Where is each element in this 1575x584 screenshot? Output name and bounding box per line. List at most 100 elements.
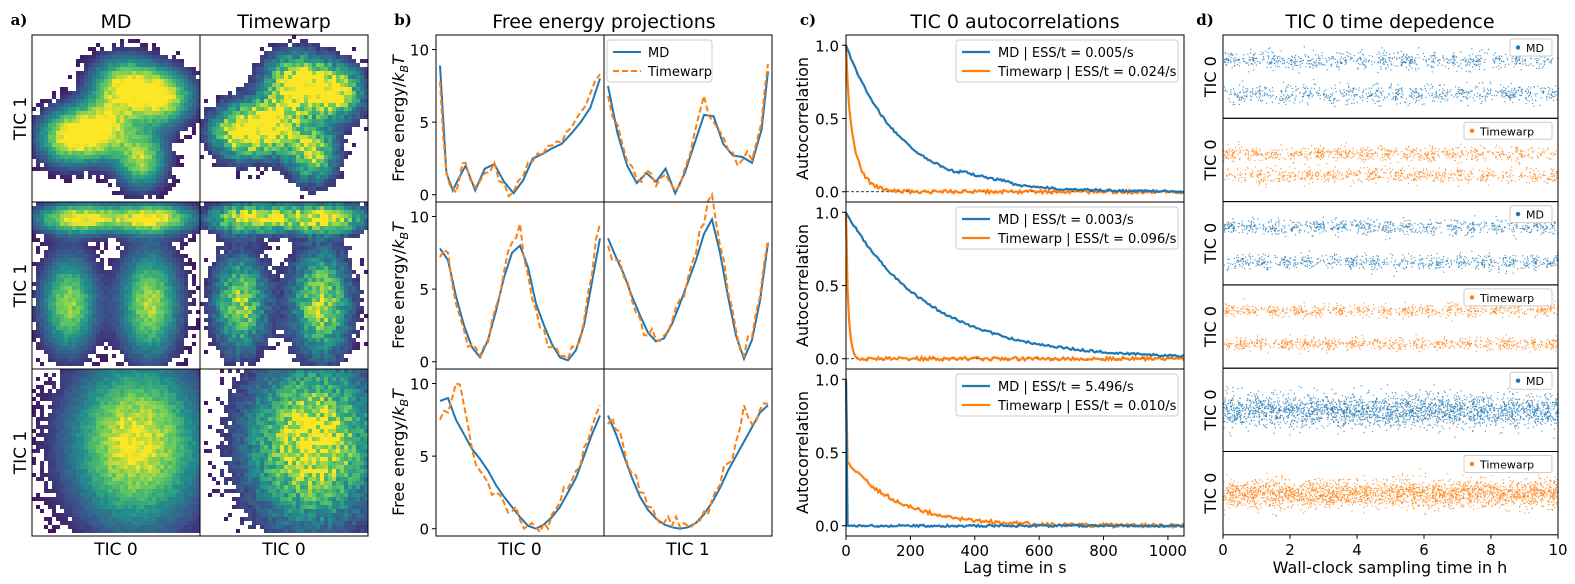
heatmap-bin — [52, 163, 56, 167]
heatmap-bin — [164, 334, 168, 338]
heatmap-bin — [288, 346, 292, 350]
heatmap-bin — [340, 127, 344, 131]
heatmap-bin — [132, 314, 136, 318]
heatmap-bin — [136, 278, 140, 282]
heatmap-bin — [36, 167, 40, 171]
heatmap-bin — [136, 362, 140, 366]
heatmap-bin — [296, 250, 300, 254]
heatmap-bin — [68, 230, 72, 234]
heatmap-bin — [96, 75, 100, 79]
heatmap-bin — [328, 234, 332, 238]
heatmap-bin — [180, 59, 184, 63]
heatmap-bin — [124, 175, 128, 179]
heatmap-bin — [40, 127, 44, 131]
heatmap-bin — [76, 107, 80, 111]
heatmap-bin — [96, 83, 100, 87]
heatmap-bin — [136, 314, 140, 318]
heatmap-bin — [316, 107, 320, 111]
heatmap-bin — [364, 111, 368, 115]
heatmap-bin — [220, 262, 224, 266]
heatmap-bin — [136, 127, 140, 131]
heatmap-bin — [152, 191, 156, 195]
heatmap-bin — [208, 131, 212, 135]
heatmap-bin — [128, 155, 132, 159]
heatmap-bin — [196, 310, 200, 314]
heatmap-bin — [204, 135, 208, 139]
heatmap-bin — [76, 334, 80, 338]
heatmap-bin — [252, 254, 256, 258]
heatmap-bin — [152, 266, 156, 270]
heatmap-bin — [76, 338, 80, 342]
heatmap-bin — [264, 87, 268, 91]
heatmap-bin — [192, 226, 196, 230]
heatmap-bin — [140, 187, 144, 191]
heatmap-bin — [168, 310, 172, 314]
heatmap-bin — [180, 282, 184, 286]
heatmap-bin — [68, 242, 72, 246]
heatmap-bin — [224, 314, 228, 318]
heatmap-bin — [328, 214, 332, 218]
heatmap-bin — [208, 274, 212, 278]
heatmap-bin — [128, 342, 132, 346]
heatmap-bin — [280, 127, 284, 131]
heatmap-bin — [40, 278, 44, 282]
heatmap-bin — [124, 83, 128, 87]
heatmap-bin — [48, 202, 52, 206]
heatmap-bin — [168, 350, 172, 354]
heatmap-bin — [280, 306, 284, 310]
heatmap-bin — [264, 314, 268, 318]
heatmap-bin — [180, 107, 184, 111]
heatmap-bin — [212, 111, 216, 115]
heatmap-bin — [228, 298, 232, 302]
heatmap-bin — [300, 314, 304, 318]
heatmap-bin — [224, 206, 228, 210]
heatmap-bin — [288, 326, 292, 330]
heatmap-bin — [68, 139, 72, 143]
heatmap-bin — [160, 330, 164, 334]
heatmap-bin — [196, 103, 200, 107]
heatmap-bin — [128, 103, 132, 107]
heatmap-bin — [160, 346, 164, 350]
heatmap-bin — [304, 254, 308, 258]
heatmap-bin — [264, 91, 268, 95]
heatmap-bin — [300, 179, 304, 183]
heatmap-bin — [76, 167, 80, 171]
heatmap-bin — [256, 242, 260, 246]
heatmap-bin — [328, 222, 332, 226]
heatmap-bin — [156, 75, 160, 79]
heatmap-bin — [328, 115, 332, 119]
heatmap-bin — [176, 234, 180, 238]
heatmap-bin — [196, 107, 200, 111]
heatmap-bin — [228, 278, 232, 282]
heatmap-bin — [256, 159, 260, 163]
heatmap-bin — [36, 238, 40, 242]
heatmap-bin — [56, 318, 60, 322]
heatmap-bin — [164, 350, 168, 354]
heatmap-bin — [52, 266, 56, 270]
heatmap-bin — [152, 127, 156, 131]
heatmap-bin — [140, 258, 144, 262]
heatmap-bin — [84, 330, 88, 334]
heatmap-bin — [176, 306, 180, 310]
heatmap-bin — [44, 334, 48, 338]
heatmap-bin — [128, 135, 132, 139]
heatmap-bin — [308, 290, 312, 294]
heatmap-bin — [68, 234, 72, 238]
heatmap-bin — [316, 67, 320, 71]
heatmap-bin — [312, 107, 316, 111]
heatmap-bin — [104, 330, 108, 334]
heatmap-bin — [316, 302, 320, 306]
heatmap-bin — [328, 242, 332, 246]
heatmap-bin — [60, 342, 64, 346]
heatmap-bin — [52, 310, 56, 314]
heatmap-bin — [164, 306, 168, 310]
heatmap-bin — [316, 254, 320, 258]
heatmap-bin — [296, 286, 300, 290]
heatmap-bin — [76, 155, 80, 159]
heatmap-bin — [80, 159, 84, 163]
heatmap-bin — [176, 159, 180, 163]
heatmap-bin — [204, 350, 208, 354]
heatmap-bin — [96, 55, 100, 59]
heatmap-bin — [36, 314, 40, 318]
heatmap-bin — [324, 171, 328, 175]
